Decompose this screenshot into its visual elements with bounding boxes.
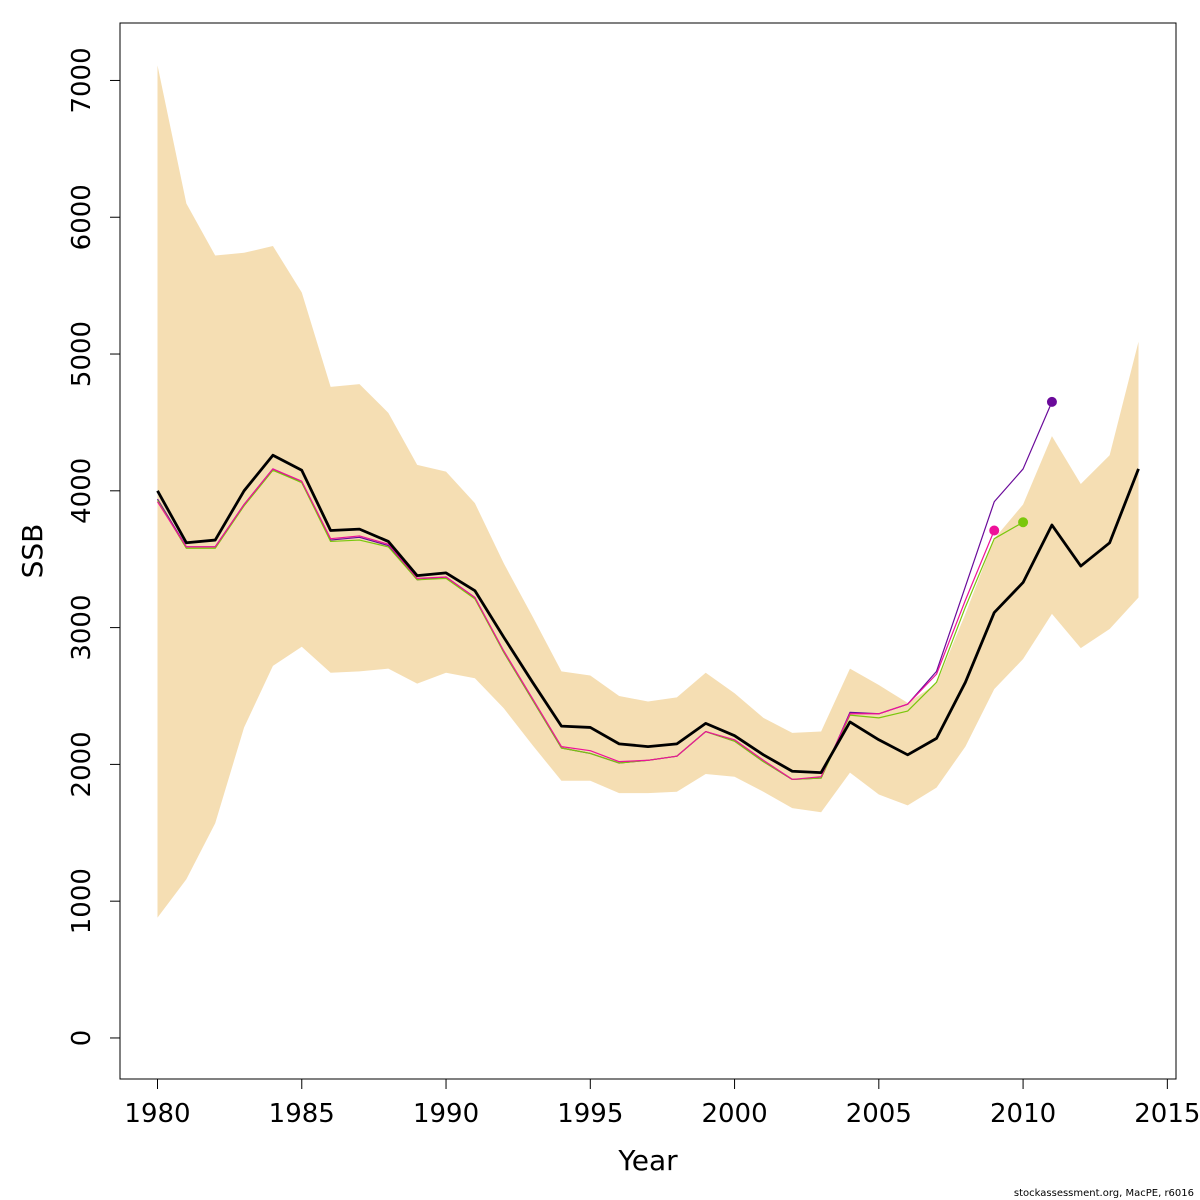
y-tick-label: 5000 bbox=[67, 321, 97, 387]
x-tick-label: 2000 bbox=[701, 1099, 767, 1129]
series-end-point-1 bbox=[1046, 396, 1057, 407]
x-axis-title: Year bbox=[617, 1144, 678, 1177]
x-tick-label: 2005 bbox=[846, 1099, 912, 1129]
x-tick-label: 1980 bbox=[124, 1099, 190, 1129]
x-tick-label: 1990 bbox=[413, 1099, 479, 1129]
x-tick-label: 1985 bbox=[269, 1099, 335, 1129]
y-tick-label: 6000 bbox=[67, 184, 97, 250]
series-line-2 bbox=[156, 469, 1024, 781]
series-end-point-2 bbox=[1018, 517, 1029, 528]
y-tick-label: 7000 bbox=[67, 47, 97, 113]
series-line-3 bbox=[157, 468, 995, 781]
credit-text: stockassessment.org, MacPE, r6016 bbox=[1014, 1188, 1194, 1199]
x-tick-label: 2010 bbox=[990, 1099, 1056, 1129]
series-end-point-3 bbox=[989, 525, 1000, 536]
confidence-band bbox=[157, 65, 1139, 918]
x-tick-label: 2015 bbox=[1134, 1099, 1200, 1129]
y-axis-title: SSB bbox=[16, 524, 49, 579]
y-axis: 0 1000 2000 3000 4000 5000 6000 7000 bbox=[67, 47, 121, 1047]
y-tick-label: 4000 bbox=[67, 458, 97, 524]
y-tick-label: 0 bbox=[67, 1030, 97, 1047]
x-axis: 1980 1985 1990 1995 2000 2005 2010 2015 bbox=[124, 1078, 1200, 1129]
x-tick-label: 1995 bbox=[557, 1099, 623, 1129]
plot-layer bbox=[156, 65, 1140, 918]
y-tick-label: 3000 bbox=[67, 595, 97, 661]
series-line-0 bbox=[156, 453, 1140, 774]
y-tick-label: 1000 bbox=[67, 868, 97, 934]
y-tick-label: 2000 bbox=[67, 731, 97, 797]
